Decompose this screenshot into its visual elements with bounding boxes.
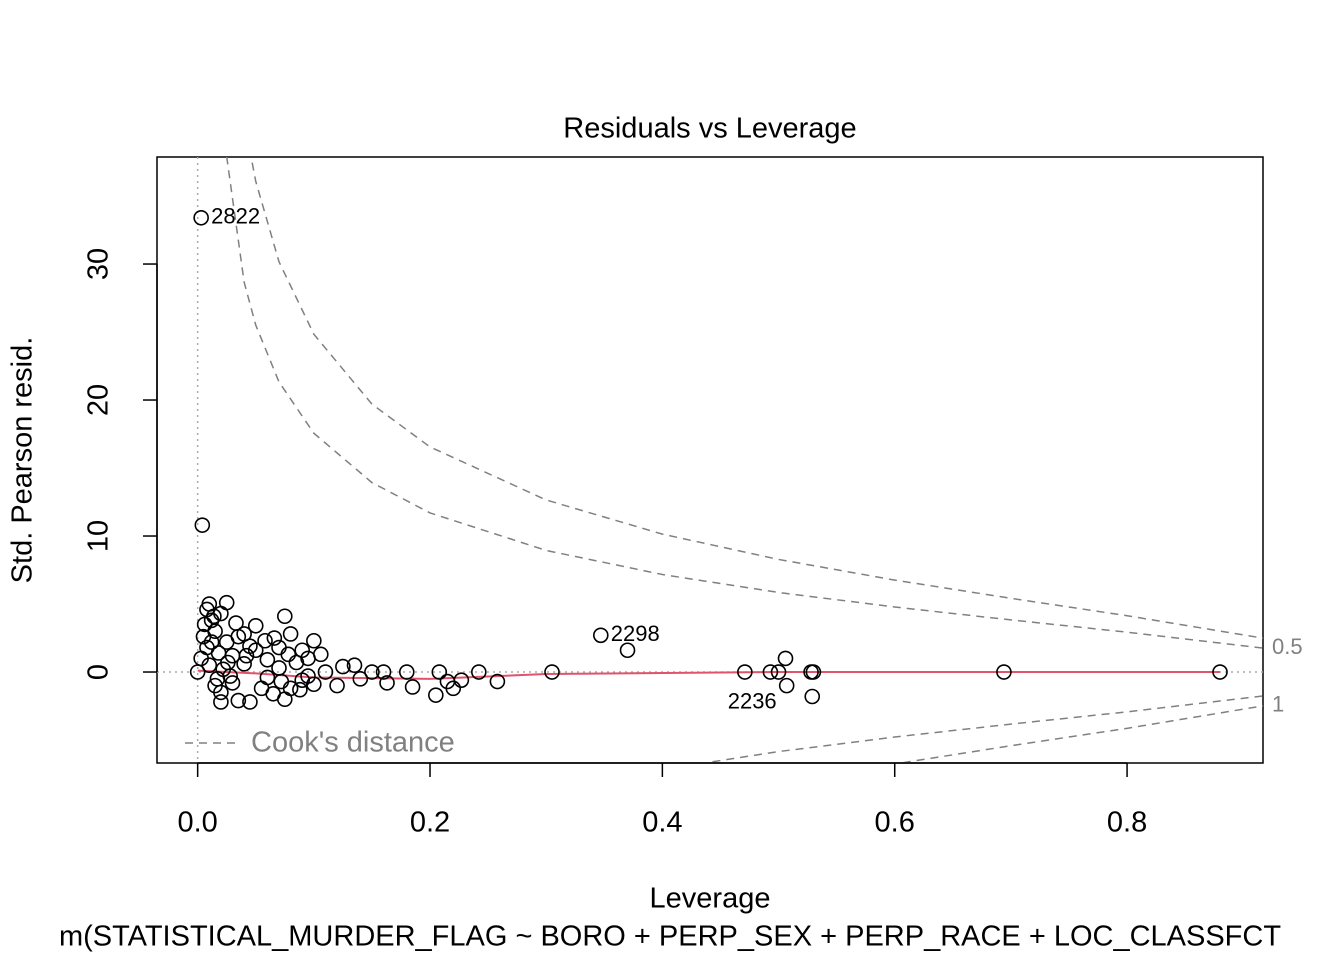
data-point bbox=[996, 664, 1012, 680]
chart-title: Residuals vs Leverage bbox=[563, 113, 856, 145]
data-point bbox=[228, 615, 244, 631]
data-point bbox=[471, 664, 487, 680]
x-tick-label: 0.6 bbox=[875, 807, 915, 839]
data-point bbox=[313, 646, 329, 663]
data-point bbox=[431, 664, 448, 680]
data-point bbox=[238, 647, 255, 664]
data-point bbox=[213, 694, 229, 710]
cooks-distance-curve bbox=[699, 695, 1263, 763]
data-point bbox=[544, 664, 560, 680]
smooth-line bbox=[197, 669, 1221, 680]
cooks-level-label: 0.5 bbox=[1272, 634, 1303, 659]
x-tick-label: 0.2 bbox=[410, 807, 450, 839]
data-point bbox=[428, 687, 444, 703]
legend-label: Cook's distance bbox=[251, 727, 455, 759]
data-point bbox=[224, 675, 241, 691]
data-point bbox=[300, 650, 316, 667]
point-label: 2236 bbox=[728, 688, 777, 713]
cooks-distance-curve bbox=[895, 705, 1263, 763]
data-point bbox=[218, 594, 235, 611]
data-point bbox=[206, 608, 222, 625]
data-point bbox=[352, 671, 369, 687]
data-point bbox=[306, 676, 322, 693]
y-tick-label: 20 bbox=[83, 384, 115, 416]
data-point bbox=[805, 664, 822, 680]
data-point bbox=[489, 673, 506, 690]
data-point bbox=[276, 691, 293, 708]
data-point bbox=[737, 664, 753, 680]
data-point bbox=[398, 664, 415, 680]
data-point bbox=[770, 664, 787, 680]
x-tick-label: 0.0 bbox=[177, 807, 217, 839]
data-point bbox=[346, 657, 363, 674]
data-point bbox=[266, 630, 283, 646]
data-point bbox=[306, 632, 322, 649]
data-point bbox=[288, 654, 305, 671]
data-point bbox=[375, 664, 392, 680]
data-point bbox=[209, 671, 226, 687]
data-point bbox=[294, 642, 311, 659]
data-point bbox=[335, 658, 351, 675]
data-point bbox=[242, 694, 258, 710]
data-point bbox=[778, 677, 795, 694]
y-axis-label: Std. Pearson resid. bbox=[7, 337, 39, 584]
data-point bbox=[271, 660, 287, 676]
plot-area bbox=[157, 157, 1263, 763]
point-label: 2822 bbox=[211, 204, 260, 229]
data-point bbox=[619, 642, 636, 659]
data-point bbox=[203, 634, 220, 650]
data-point bbox=[282, 626, 299, 642]
data-point bbox=[300, 668, 316, 684]
data-point bbox=[230, 692, 247, 709]
point-label: 2298 bbox=[611, 621, 660, 646]
data-point bbox=[189, 664, 206, 680]
data-point bbox=[236, 656, 252, 672]
data-point bbox=[242, 638, 258, 654]
y-tick-label: 10 bbox=[83, 520, 115, 552]
data-point bbox=[453, 672, 470, 688]
cooks-distance-curve bbox=[225, 157, 1263, 649]
data-point bbox=[259, 651, 276, 668]
data-point bbox=[220, 654, 236, 671]
data-point bbox=[253, 680, 270, 697]
data-point bbox=[257, 632, 273, 649]
data-point bbox=[273, 673, 290, 690]
cooks-distance-curve bbox=[250, 157, 1263, 639]
cooks-level-label: 1 bbox=[1272, 692, 1284, 717]
data-point bbox=[804, 688, 821, 705]
data-point bbox=[196, 616, 213, 633]
y-tick-label: 30 bbox=[83, 248, 115, 280]
data-point bbox=[194, 517, 211, 533]
y-tick-label: 0 bbox=[83, 664, 115, 680]
data-point bbox=[276, 608, 293, 625]
data-point bbox=[195, 628, 212, 645]
data-point bbox=[210, 645, 227, 661]
data-point bbox=[329, 677, 345, 694]
data-point bbox=[292, 681, 308, 698]
data-point bbox=[592, 627, 609, 644]
data-point bbox=[247, 617, 264, 634]
data-point bbox=[777, 650, 794, 667]
subtitle: m(STATISTICAL_MURDER_FLAG ~ BORO + PERP_… bbox=[59, 921, 1281, 953]
data-point bbox=[201, 657, 218, 674]
x-tick-label: 0.8 bbox=[1107, 807, 1147, 839]
data-point bbox=[1212, 664, 1228, 680]
data-point bbox=[317, 664, 334, 680]
x-tick-label: 0.4 bbox=[642, 807, 682, 839]
data-point bbox=[280, 646, 297, 663]
data-point bbox=[404, 679, 421, 695]
data-point bbox=[364, 664, 380, 680]
data-point bbox=[379, 675, 395, 691]
data-point bbox=[259, 669, 276, 686]
data-point bbox=[193, 209, 209, 226]
data-point bbox=[762, 664, 779, 680]
x-axis-label: Leverage bbox=[650, 883, 771, 915]
